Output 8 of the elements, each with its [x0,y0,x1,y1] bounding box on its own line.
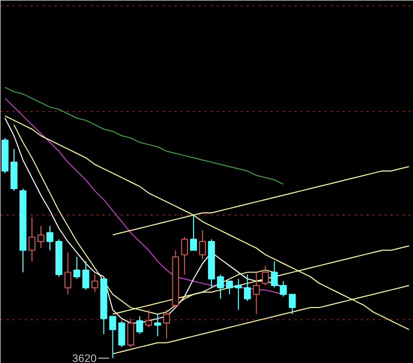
annotation: 3620 [72,353,97,363]
candlestick [64,252,72,295]
candlestick [154,314,162,337]
candlestick [28,216,36,262]
candlestick [37,226,44,249]
candlestick [234,278,242,310]
candlestick [252,272,260,315]
candlestick [46,226,54,251]
